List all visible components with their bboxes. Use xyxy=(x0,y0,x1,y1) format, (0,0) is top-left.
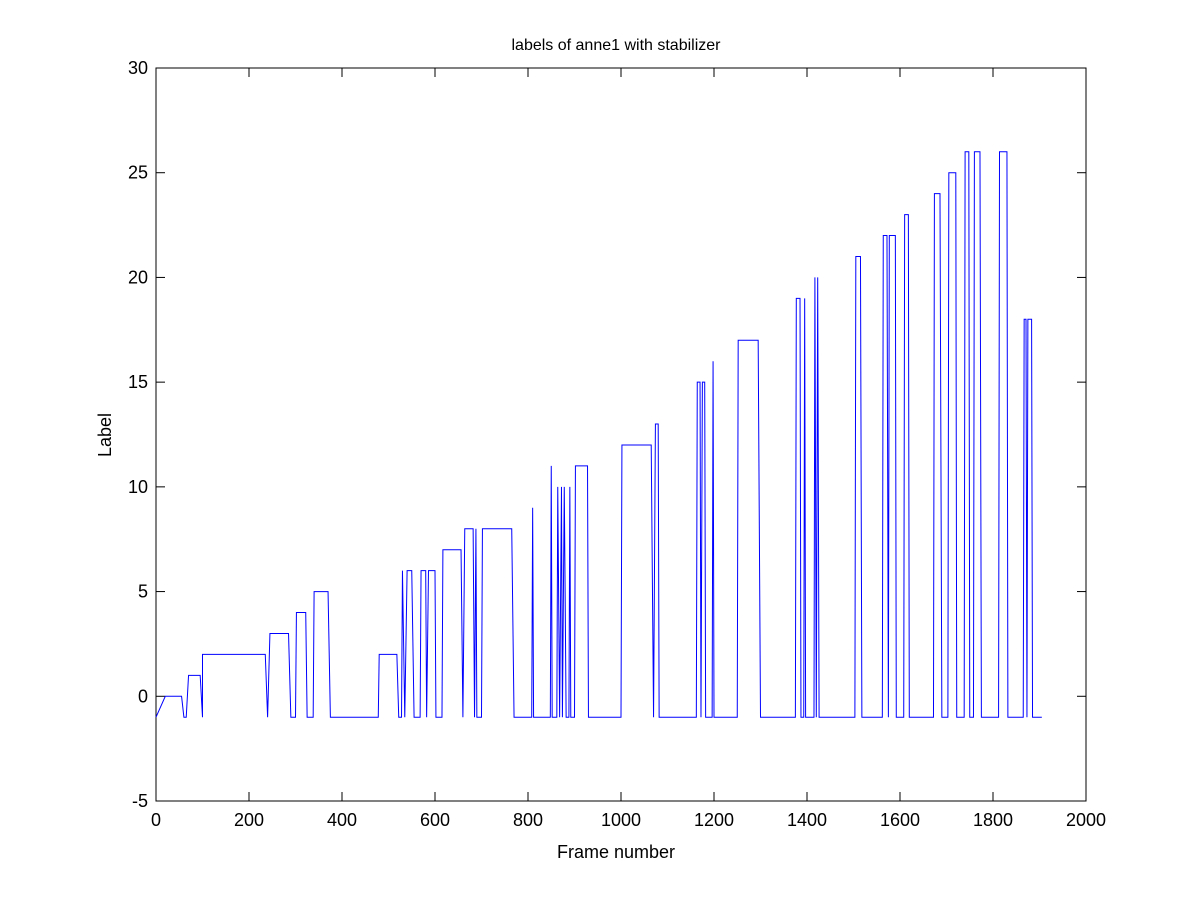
x-tick-label: 0 xyxy=(151,810,161,830)
y-tick-label: 5 xyxy=(138,582,148,602)
x-tick-label: 1600 xyxy=(880,810,920,830)
x-tick-label: 2000 xyxy=(1066,810,1106,830)
y-tick-label: -5 xyxy=(132,791,148,811)
y-tick-label: 25 xyxy=(128,163,148,183)
x-tick-label: 800 xyxy=(513,810,543,830)
x-tick-label: 200 xyxy=(234,810,264,830)
y-tick-label: 15 xyxy=(128,372,148,392)
x-tick-label: 1200 xyxy=(694,810,734,830)
x-tick-label: 400 xyxy=(327,810,357,830)
y-tick-label: 10 xyxy=(128,477,148,497)
x-tick-label: 1000 xyxy=(601,810,641,830)
x-tick-label: 1400 xyxy=(787,810,827,830)
y-tick-label: 20 xyxy=(128,267,148,287)
chart-title: labels of anne1 with stabilizer xyxy=(511,37,721,54)
x-axis-label: Frame number xyxy=(557,842,675,862)
y-tick-label: 30 xyxy=(128,58,148,78)
y-tick-label: 0 xyxy=(138,686,148,706)
x-tick-label: 1800 xyxy=(973,810,1013,830)
x-tick-label: 600 xyxy=(420,810,450,830)
y-axis-label: Label xyxy=(95,413,115,457)
